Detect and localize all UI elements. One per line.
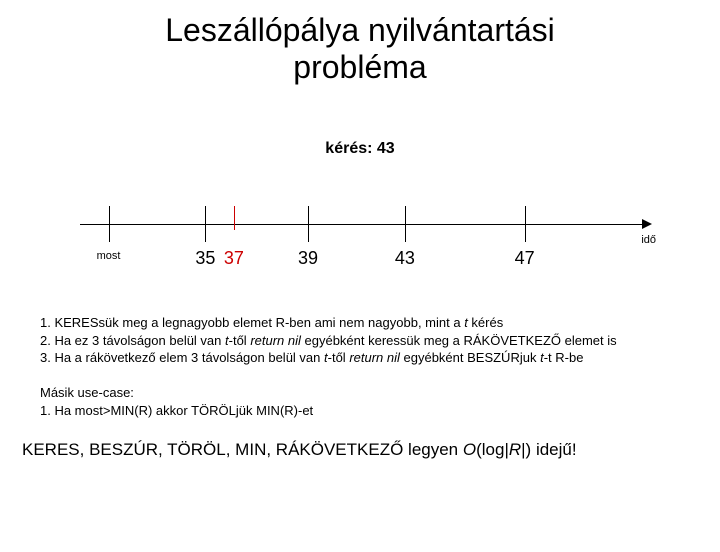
title-line-1: Leszállópálya nyilvántartási xyxy=(165,12,555,48)
step3-a: 3. Ha a rákövetkező elem 3 távolságon be… xyxy=(40,350,324,365)
tick-0 xyxy=(109,206,110,242)
algorithm-steps: 1. KERESsük meg a legnagyobb elemet R-be… xyxy=(40,314,617,367)
axis-line xyxy=(80,224,650,225)
tick-label-37: 37 xyxy=(224,248,244,269)
request-value: 43 xyxy=(377,140,395,157)
timeline: idő most3537394347 xyxy=(80,194,650,264)
tick-label-47: 47 xyxy=(515,248,535,269)
tick-4 xyxy=(405,206,406,242)
bottom-a: KERES, BESZÚR, TÖRÖL, MIN, RÁKÖVETKEZŐ l… xyxy=(22,440,463,459)
tick-label-35: 35 xyxy=(195,248,215,269)
step2-c: egyébként keressük meg a RÁKÖVETKEZŐ ele… xyxy=(301,333,617,348)
bottom-O: O xyxy=(463,440,476,459)
bottom-R: R xyxy=(509,440,521,459)
page-title: Leszállópálya nyilvántartási probléma xyxy=(0,12,720,86)
complexity-requirement: KERES, BESZÚR, TÖRÖL, MIN, RÁKÖVETKEZŐ l… xyxy=(22,440,577,460)
step2-ret: return nil xyxy=(250,333,301,348)
usecase-title: Másik use-case: xyxy=(40,384,313,402)
arrow-head-icon xyxy=(642,219,652,229)
bottom-paren: (log| xyxy=(476,440,509,459)
step2-a: 2. Ha ez 3 távolságon belül van xyxy=(40,333,225,348)
step1-b: kérés xyxy=(468,315,503,330)
step-1: 1. KERESsük meg a legnagyobb elemet R-be… xyxy=(40,314,617,332)
request-label: kérés: 43 xyxy=(0,140,720,158)
other-usecase: Másik use-case: 1. Ha most>MIN(R) akkor … xyxy=(40,384,313,419)
request-prefix: kérés: xyxy=(325,140,377,157)
step3-c: egyébként BESZÚRjuk xyxy=(400,350,540,365)
bottom-close: |) idejű! xyxy=(521,440,576,459)
step3-ret: return nil xyxy=(349,350,400,365)
step3-b: -től xyxy=(328,350,350,365)
tick-label-43: 43 xyxy=(395,248,415,269)
tick-1 xyxy=(205,206,206,242)
title-line-2: probléma xyxy=(293,49,426,85)
step-3: 3. Ha a rákövetkező elem 3 távolságon be… xyxy=(40,349,617,367)
most-label: most xyxy=(97,250,121,262)
tick-label-39: 39 xyxy=(298,248,318,269)
tick-3 xyxy=(308,206,309,242)
tick-2 xyxy=(234,206,235,230)
step3-d: -t R-be xyxy=(544,350,584,365)
step2-b: -től xyxy=(229,333,251,348)
step-2: 2. Ha ez 3 távolságon belül van t-től re… xyxy=(40,332,617,350)
step1-a: 1. KERESsük meg a legnagyobb elemet R-be… xyxy=(40,315,464,330)
axis-end-label: idő xyxy=(641,234,656,246)
usecase-line1: 1. Ha most>MIN(R) akkor TÖRÖLjük MIN(R)-… xyxy=(40,402,313,420)
tick-5 xyxy=(525,206,526,242)
